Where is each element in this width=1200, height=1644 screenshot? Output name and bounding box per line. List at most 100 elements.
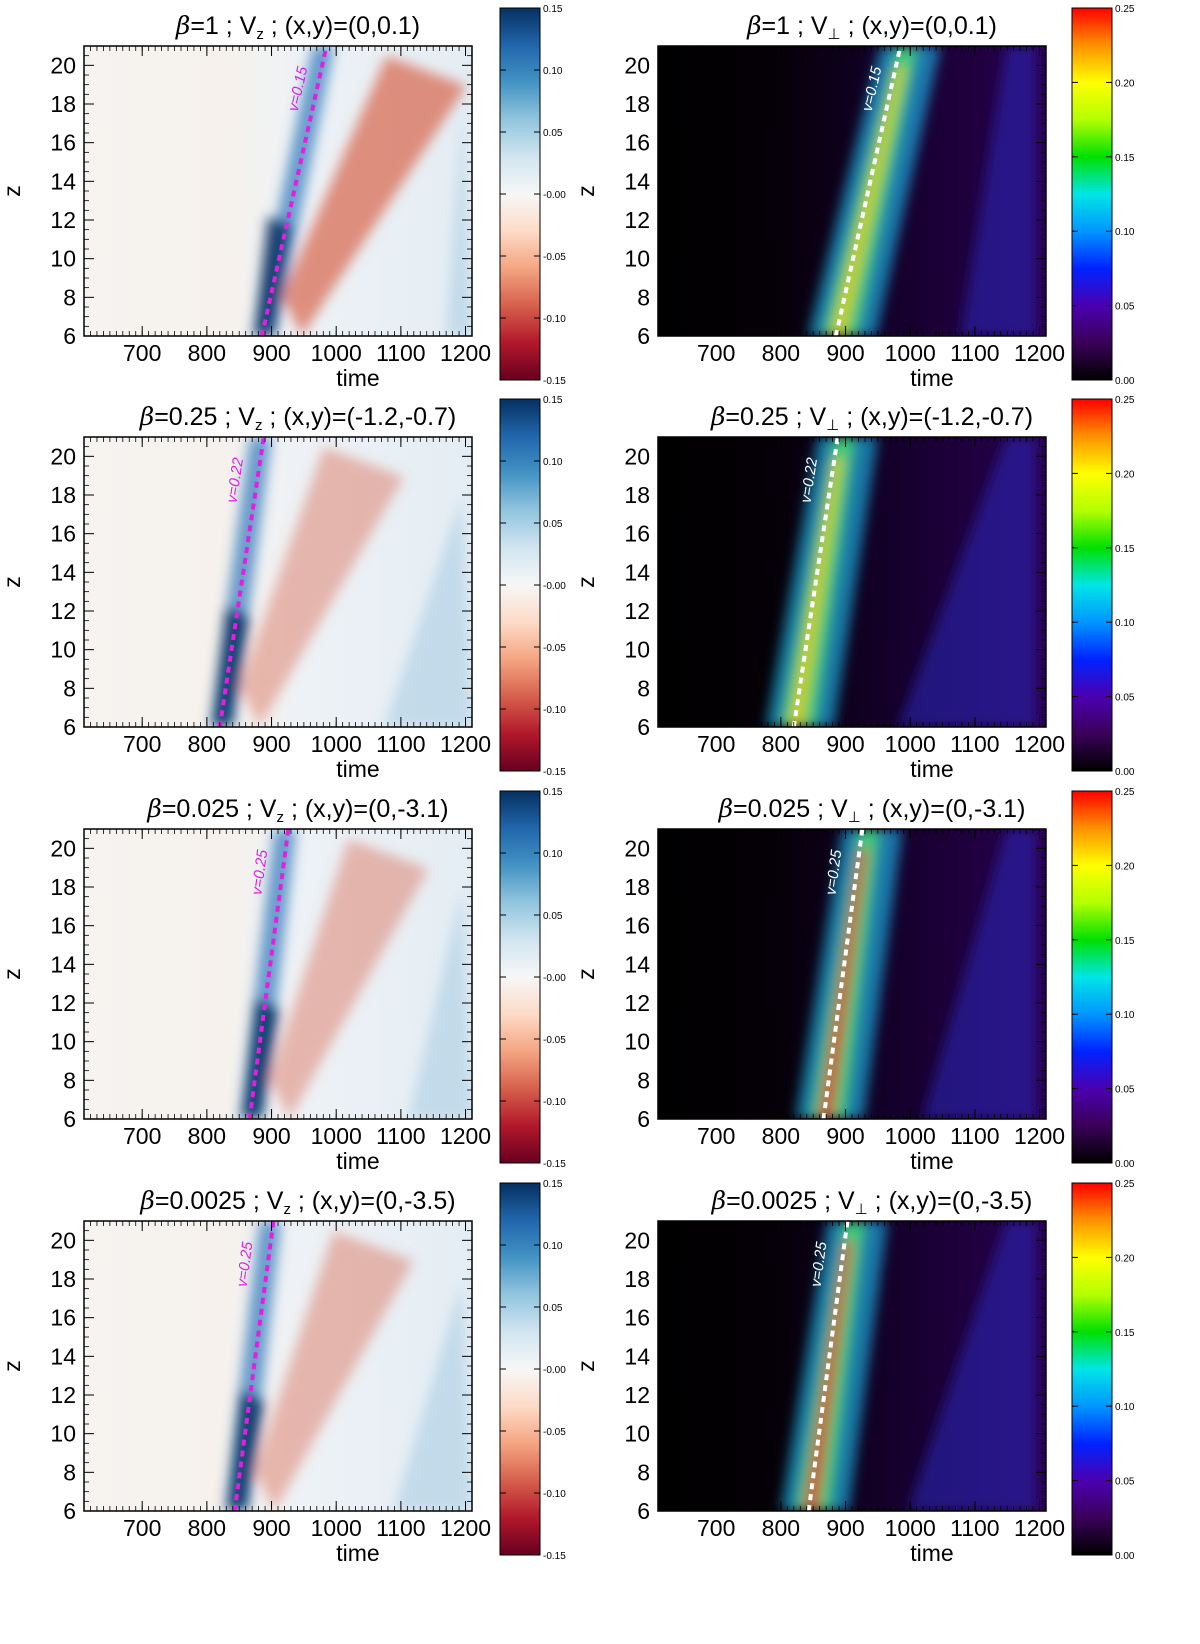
colorbar-tick-label: 0.05: [1115, 302, 1135, 313]
negative-region: [239, 447, 404, 727]
x-tick-label: 700: [123, 731, 161, 757]
colorbar-tick-label: 0.15: [1115, 1328, 1135, 1339]
y-tick-label: 20: [50, 835, 76, 861]
y-tick-label: 8: [637, 284, 650, 310]
panel-7: v=0.25 700 800 900 1000 1100 1200 6 8 10 12 14 16 18 2…: [0, 1179, 566, 1566]
positive-region: [383, 497, 472, 727]
x-tick-label: 1100: [376, 1123, 425, 1149]
velocity-line-label: v=0.25: [808, 1240, 831, 1288]
x-tick-label: 800: [762, 731, 800, 757]
y-tick-label: 16: [624, 1305, 650, 1331]
x-tick-label: 800: [188, 731, 226, 757]
colorbar-tick-label: 0.25: [1115, 4, 1135, 15]
colorbar-tick-label: 0.10: [1115, 1010, 1135, 1021]
velocity-line: [833, 46, 903, 336]
x-tick-label: 900: [252, 340, 290, 366]
y-tick-label: 10: [50, 1421, 76, 1447]
colorbar-tick-label: -0.10: [543, 314, 566, 325]
y-tick-label: 14: [50, 168, 76, 194]
y-axis-label: z: [0, 968, 25, 980]
plot-area: v=0.25: [658, 1221, 1046, 1511]
y-tick-label: 12: [50, 598, 76, 624]
colorbar-tick-label: 0.20: [1115, 861, 1135, 872]
colorbar-tick-label: -0.00: [543, 581, 566, 592]
panel-title: β=1 ; Vz ; (x,y)=(0,0.1): [175, 11, 420, 43]
colorbar-tick-label: 0.20: [1115, 1253, 1135, 1264]
x-tick-label: 800: [762, 340, 800, 366]
y-tick-label: 20: [50, 1227, 76, 1253]
colorbar-tick-label: 0.05: [543, 911, 563, 922]
negative-region: [281, 56, 467, 336]
colorbar-gradient: [499, 398, 541, 772]
y-tick-label: 14: [624, 951, 650, 977]
x-tick-label: 700: [123, 340, 161, 366]
x-tick-label: 800: [188, 1123, 226, 1149]
colorbar: 0.25 0.20 0.15 0.10 0.05 0.00: [1071, 4, 1135, 387]
x-tick-label: 1100: [376, 731, 425, 757]
x-tick-label: 700: [123, 1123, 161, 1149]
colorbar-gradient: [1071, 790, 1113, 1164]
y-tick-label: 10: [50, 637, 76, 663]
y-tick-label: 8: [63, 284, 76, 310]
y-tick-label: 18: [624, 874, 650, 900]
y-tick-label: 14: [50, 1343, 76, 1369]
colorbar-tick-label: 0.25: [1115, 1179, 1135, 1190]
y-axis-label: z: [573, 576, 599, 588]
y-tick-label: 10: [624, 246, 650, 272]
colorbar-tick-label: -0.00: [543, 190, 566, 201]
velocity-line: [791, 437, 840, 727]
colorbar-tick-label: 0.05: [1115, 1477, 1135, 1488]
x-tick-label: 1000: [885, 1515, 936, 1541]
y-tick-label: 16: [624, 521, 650, 547]
secondary-region: [960, 46, 1036, 336]
panel-2: v=0.15 700 800 900 1000 1100 1200 6 8 10 12 14 16 18 2…: [573, 4, 1135, 391]
x-tick-label: 800: [188, 1515, 226, 1541]
x-tick-label: 900: [252, 1515, 290, 1541]
colorbar-tick-label: 0.10: [1115, 1402, 1135, 1413]
x-tick-label: 1000: [885, 1123, 936, 1149]
colorbar-tick-label: 0.20: [1115, 78, 1135, 89]
plot-area: v=0.15: [658, 46, 1046, 336]
y-tick-label: 8: [637, 1067, 650, 1093]
colorbar-tick-label: -0.05: [543, 1427, 566, 1438]
colorbar-tick-label: 0.05: [1115, 1085, 1135, 1096]
y-tick-label: 6: [63, 1106, 76, 1132]
x-tick-label: 700: [697, 1123, 735, 1149]
y-tick-label: 20: [50, 52, 76, 78]
y-tick-label: 14: [624, 559, 650, 585]
colorbar-tick-label: -0.15: [543, 376, 566, 387]
plot-area: v=0.25: [84, 1221, 472, 1511]
x-tick-label: 800: [762, 1515, 800, 1541]
colorbar-tick-label: 0.20: [1115, 469, 1135, 480]
colorbar-tick-label: 0.15: [1115, 936, 1135, 947]
y-tick-label: 6: [637, 323, 650, 349]
plot-area: v=0.25: [84, 829, 472, 1119]
panel-1: v=0.15 700 800 900 1000 1100 1200 6 8 10 12 14 16 18 2…: [0, 4, 566, 391]
y-tick-label: 8: [63, 675, 76, 701]
secondary-region: [907, 1221, 1036, 1511]
y-tick-label: 16: [50, 1305, 76, 1331]
colorbar-tick-label: 0.10: [1115, 618, 1135, 629]
x-tick-label: 1000: [885, 731, 936, 757]
y-axis-label: z: [573, 968, 599, 980]
x-tick-label: 1100: [950, 731, 999, 757]
x-tick-label: 900: [826, 1123, 864, 1149]
x-axis-label: time: [336, 1148, 379, 1174]
y-tick-label: 20: [624, 835, 650, 861]
colorbar-tick-label: 0.15: [543, 787, 563, 798]
y-tick-label: 18: [50, 874, 76, 900]
x-tick-label: 900: [826, 340, 864, 366]
x-tick-label: 700: [697, 340, 735, 366]
front-core: [241, 999, 280, 1119]
plot-area: v=0.15: [84, 46, 472, 336]
colorbar-tick-label: -0.10: [543, 1489, 566, 1500]
panel-title: β=1 ; V⊥ ; (x,y)=(0,0.1): [746, 11, 997, 43]
colorbar-tick-label: 0.25: [1115, 787, 1135, 798]
velocity-line-label: v=0.22: [798, 456, 822, 504]
colorbar-tick-label: 0.05: [1115, 693, 1135, 704]
x-axis-label: time: [336, 365, 379, 391]
y-tick-label: 10: [50, 1029, 76, 1055]
x-tick-label: 1200: [1014, 340, 1065, 366]
panel-3: v=0.22 700 800 900 1000 1100 1200 6 8 10 12 14 16 18 2…: [0, 395, 566, 782]
y-tick-label: 10: [624, 1029, 650, 1055]
